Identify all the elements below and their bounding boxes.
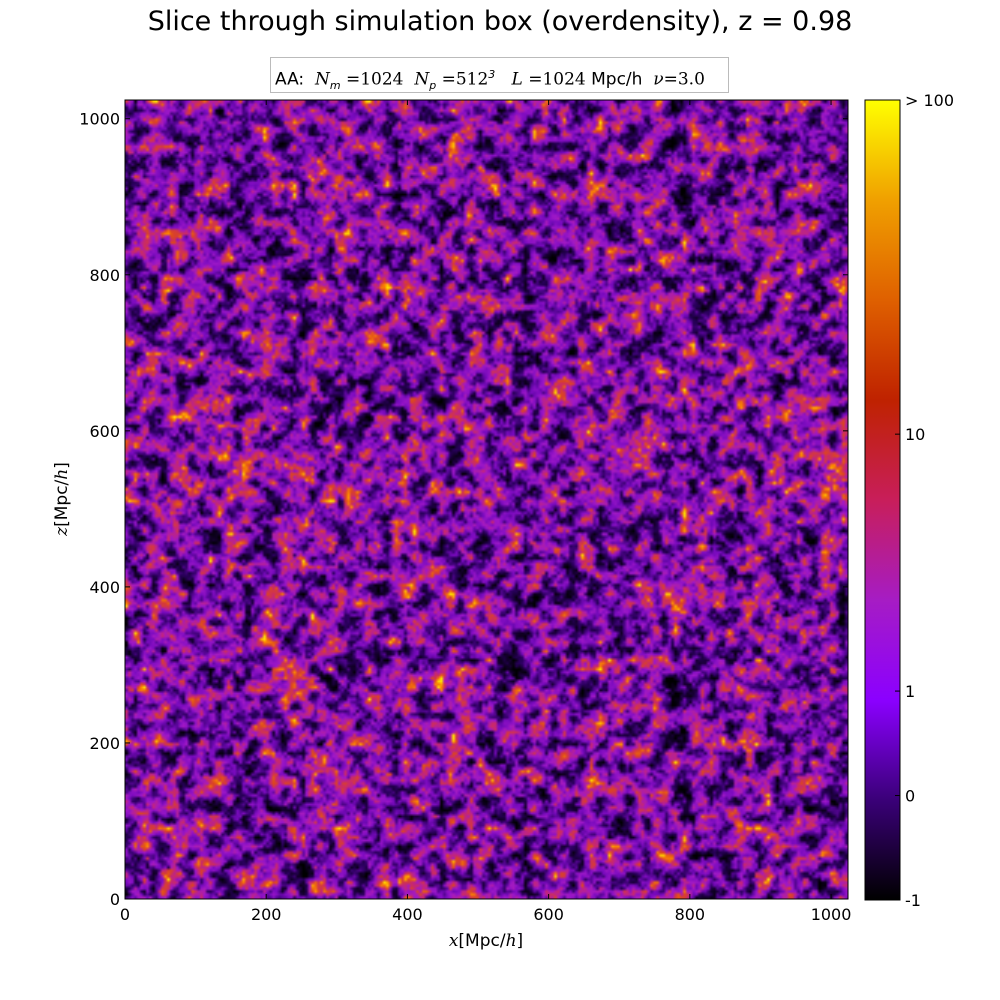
y-tick-label: 200	[89, 734, 120, 753]
x-axis: 0 200 400 600 800 1000	[120, 100, 852, 924]
y-tick-label: 0	[110, 890, 120, 909]
x-tick-label: 400	[392, 905, 423, 924]
x-tick-label: 1000	[811, 905, 852, 924]
y-axis-label: z[Mpc/h]	[52, 462, 72, 537]
legend-prefix: AA:	[275, 69, 305, 90]
x-tick-label: 600	[533, 905, 564, 924]
y-axis: 0 200 400 600 800 1000	[79, 110, 848, 909]
y-tick-label: 400	[89, 578, 120, 597]
legend-nm-symbol: N	[314, 69, 330, 90]
density-field	[125, 100, 848, 899]
legend-l-symbol: L	[511, 69, 523, 90]
plot-frame	[124, 99, 849, 900]
legend-np-value: 512	[455, 69, 489, 90]
colorbar-tick-label: -1	[905, 891, 921, 910]
legend-nm-sub: m	[329, 79, 341, 93]
colorbar-ticks: -1 0 1 10 > 100	[895, 91, 954, 910]
legend-np-symbol: N	[414, 69, 430, 90]
chart-title: Slice through simulation box (overdensit…	[147, 6, 853, 37]
legend-nu-value: 3.0	[677, 69, 705, 90]
legend-nu-symbol: ν	[653, 69, 664, 90]
colorbar-tick-label: 10	[905, 425, 925, 444]
legend-np-sub: p	[429, 79, 437, 93]
x-tick-label: 200	[251, 905, 282, 924]
y-tick-label: 600	[89, 422, 120, 441]
x-axis-label: x[Mpc/h]	[449, 931, 523, 951]
colorbar-tick-label: 1	[905, 682, 915, 701]
x-tick-label: 800	[675, 905, 706, 924]
colorbar	[864, 99, 901, 901]
legend-nm-value: 1024	[360, 69, 404, 90]
legend-l-value: 1024	[542, 69, 586, 90]
x-tick-label: 0	[120, 905, 130, 924]
y-tick-label: 1000	[79, 110, 120, 129]
colorbar-tick-label: 0	[905, 787, 915, 806]
legend-box: AA: Nm =1024 Np =5123 L =1024 Mpc/h ν=3.…	[270, 57, 729, 93]
y-tick-label: 800	[89, 266, 120, 285]
legend-l-unit: Mpc/h	[591, 69, 643, 90]
legend-np-exp: 3	[488, 68, 496, 81]
colorbar-tick-label: > 100	[905, 91, 954, 110]
